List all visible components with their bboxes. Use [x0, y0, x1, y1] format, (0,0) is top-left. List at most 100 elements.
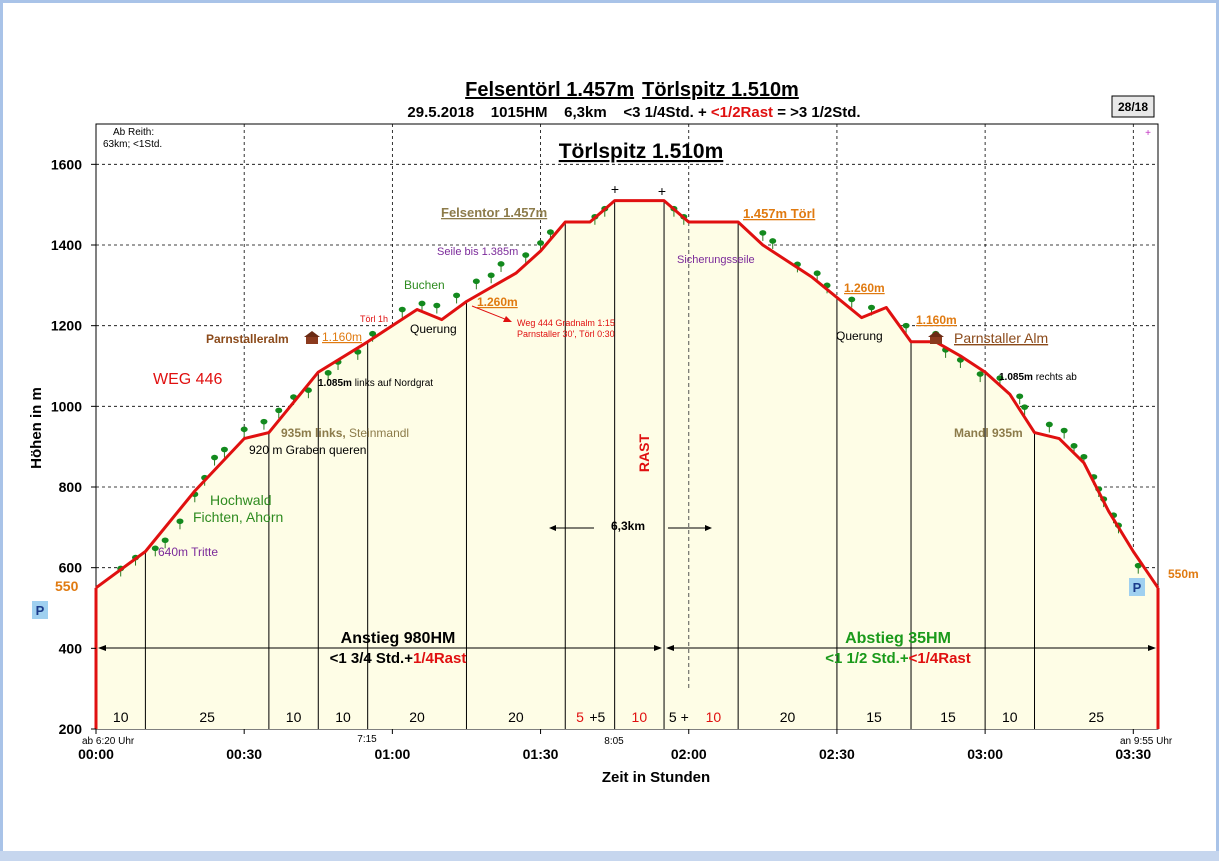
x-tick-label: 03:30: [1115, 746, 1151, 762]
time-0715-label: 7:15: [357, 734, 377, 745]
x-tick-label: 00:00: [78, 746, 114, 762]
tree-icon: [522, 252, 530, 264]
trail-number: WEG 446: [153, 371, 222, 388]
tree-icon: [453, 292, 461, 304]
hut-icon-right: [928, 331, 944, 344]
forest-label-1: Hochwald: [210, 492, 271, 508]
hut-label-left: Parnstalleralm: [206, 332, 289, 346]
tree-icon: [324, 370, 332, 381]
x-tick-label: 03:00: [967, 746, 1003, 762]
y-tick-label: 1000: [51, 398, 82, 414]
end-time-label: an 9:55 Uhr: [1120, 736, 1173, 747]
segment-minutes-label: 25: [1088, 709, 1104, 725]
page-badge: 28/18: [1111, 95, 1155, 118]
safety-ropes-label: Sicherungsseile: [677, 254, 755, 266]
segment-minutes-label: 20: [409, 709, 425, 725]
corner-mark: +: [1145, 128, 1151, 139]
tree-icon: [848, 296, 856, 308]
tree-icon: [472, 278, 480, 290]
ditch-label: 920 m Graben queren: [249, 443, 366, 457]
segment-minutes-label: 20: [780, 709, 796, 725]
axis-ticks: 200 400 600 800 1000 1200 1400 1600 00:00 00:30 01…: [51, 156, 1152, 762]
tree-icon: [976, 371, 984, 383]
tree-icon: [260, 418, 268, 430]
tree-icon: [161, 537, 169, 549]
tree-icon: [769, 238, 777, 249]
segment-minutes-label: 10: [632, 709, 648, 725]
segment-minutes-label: 15: [940, 709, 956, 725]
junction-note-2: Parnstaller 30', Törl 0:30: [517, 329, 615, 339]
ridge-label: 1.085m links auf Nordgrat: [318, 378, 433, 389]
altitude-1260-left: 1.260m: [477, 295, 518, 309]
altitude-1160-left: 1.160m: [322, 330, 362, 344]
tree-icon: [433, 302, 441, 314]
tree-icon: [487, 272, 495, 284]
summit-cross-1: +: [611, 181, 619, 197]
segment-minutes-label: 10: [286, 709, 302, 725]
y-tick-label: 200: [59, 721, 83, 737]
forest-label-2: Fichten, Ahorn: [193, 509, 283, 525]
segment-minutes-label: 10: [706, 709, 722, 725]
segment-minutes-label: +5: [589, 709, 605, 725]
segment-minutes-label: 10: [335, 709, 351, 725]
saddle-1h-label: Törl 1h: [360, 314, 388, 324]
hut-label-right: Parnstaller Alm: [954, 330, 1048, 346]
start-note-line1: Ab Reith:: [113, 127, 154, 138]
y-tick-label: 1200: [51, 318, 82, 334]
descent-time-label: <1 1/2 Std.+<1/4Rast: [825, 650, 971, 667]
tree-icon: [275, 407, 283, 419]
summit-title: Törlspitz 1.510m: [559, 140, 724, 163]
tree-icon: [151, 545, 159, 557]
parking-icon-left: P: [32, 601, 48, 619]
junction-arrow: [471, 305, 511, 322]
rock-gate-label: Felsentor 1.457m: [441, 205, 547, 220]
rest-label: RAST: [636, 434, 652, 473]
window-bottom-bar: [0, 851, 1219, 861]
y-tick-label: 600: [59, 560, 83, 576]
y-tick-label: 800: [59, 479, 83, 495]
traverse-label-left: Querung: [410, 322, 457, 336]
beech-label: Buchen: [404, 278, 445, 292]
distance-arrowhead-right: [705, 525, 712, 531]
x-tick-label: 02:00: [671, 746, 707, 762]
summit-cross-2: +: [658, 183, 666, 199]
tree-icon: [902, 322, 910, 334]
chart-subtitle: 29.5.2018 1015HM 6,3km <3 1/4Std. + <1/2…: [407, 104, 860, 121]
ascent-time-label: <1 3/4 Std.+1/4Rast: [330, 650, 467, 667]
x-tick-label: 01:30: [523, 746, 559, 762]
y-tick-label: 400: [59, 640, 83, 656]
tree-icon: [1060, 427, 1068, 439]
ropes-label: Seile bis 1.385m: [437, 246, 518, 258]
ascent-label: Anstieg 980HM: [341, 630, 456, 647]
descent-arrowhead-right: [1148, 645, 1156, 651]
saddle-1457-label: 1.457m Törl: [743, 206, 815, 221]
steps-label: 640m Tritte: [158, 545, 218, 559]
segment-lines: [94, 200, 1160, 729]
tree-icon: [1021, 404, 1029, 416]
traverse-label-right: Querung: [836, 329, 883, 343]
junction-note-1: Weg 444 Gradnalm 1:15: [517, 318, 615, 328]
profile-area: [96, 200, 1158, 730]
start-altitude-label: 550: [55, 578, 79, 594]
segment-minutes-label: 10: [113, 709, 129, 725]
segment-minutes-label: 10: [1002, 709, 1018, 725]
x-tick-label: 00:30: [226, 746, 262, 762]
tree-icon: [1016, 393, 1024, 405]
tree-icon: [497, 261, 505, 272]
altitude-1160-right: 1.160m: [916, 313, 957, 327]
svg-text:P: P: [36, 603, 45, 618]
cairn-label-right: Mandl 935m: [954, 426, 1023, 440]
right-turn-label: 1.085m rechts ab: [999, 372, 1077, 383]
hut-icon-left: [304, 331, 320, 344]
start-note-line2: 63km; <1Std.: [103, 139, 162, 150]
tree-icon: [220, 446, 228, 458]
tree-icon: [1134, 562, 1142, 574]
segment-minutes-label: 5: [576, 709, 584, 725]
start-time-label: ab 6:20 Uhr: [82, 736, 135, 747]
x-tick-label: 02:30: [819, 746, 855, 762]
segment-minutes-label: 5 +: [669, 709, 689, 725]
tree-icon: [1045, 421, 1053, 433]
segment-minutes-label: 20: [508, 709, 524, 725]
ascent-arrowhead-right: [654, 645, 662, 651]
svg-text:28/18: 28/18: [1118, 100, 1148, 114]
